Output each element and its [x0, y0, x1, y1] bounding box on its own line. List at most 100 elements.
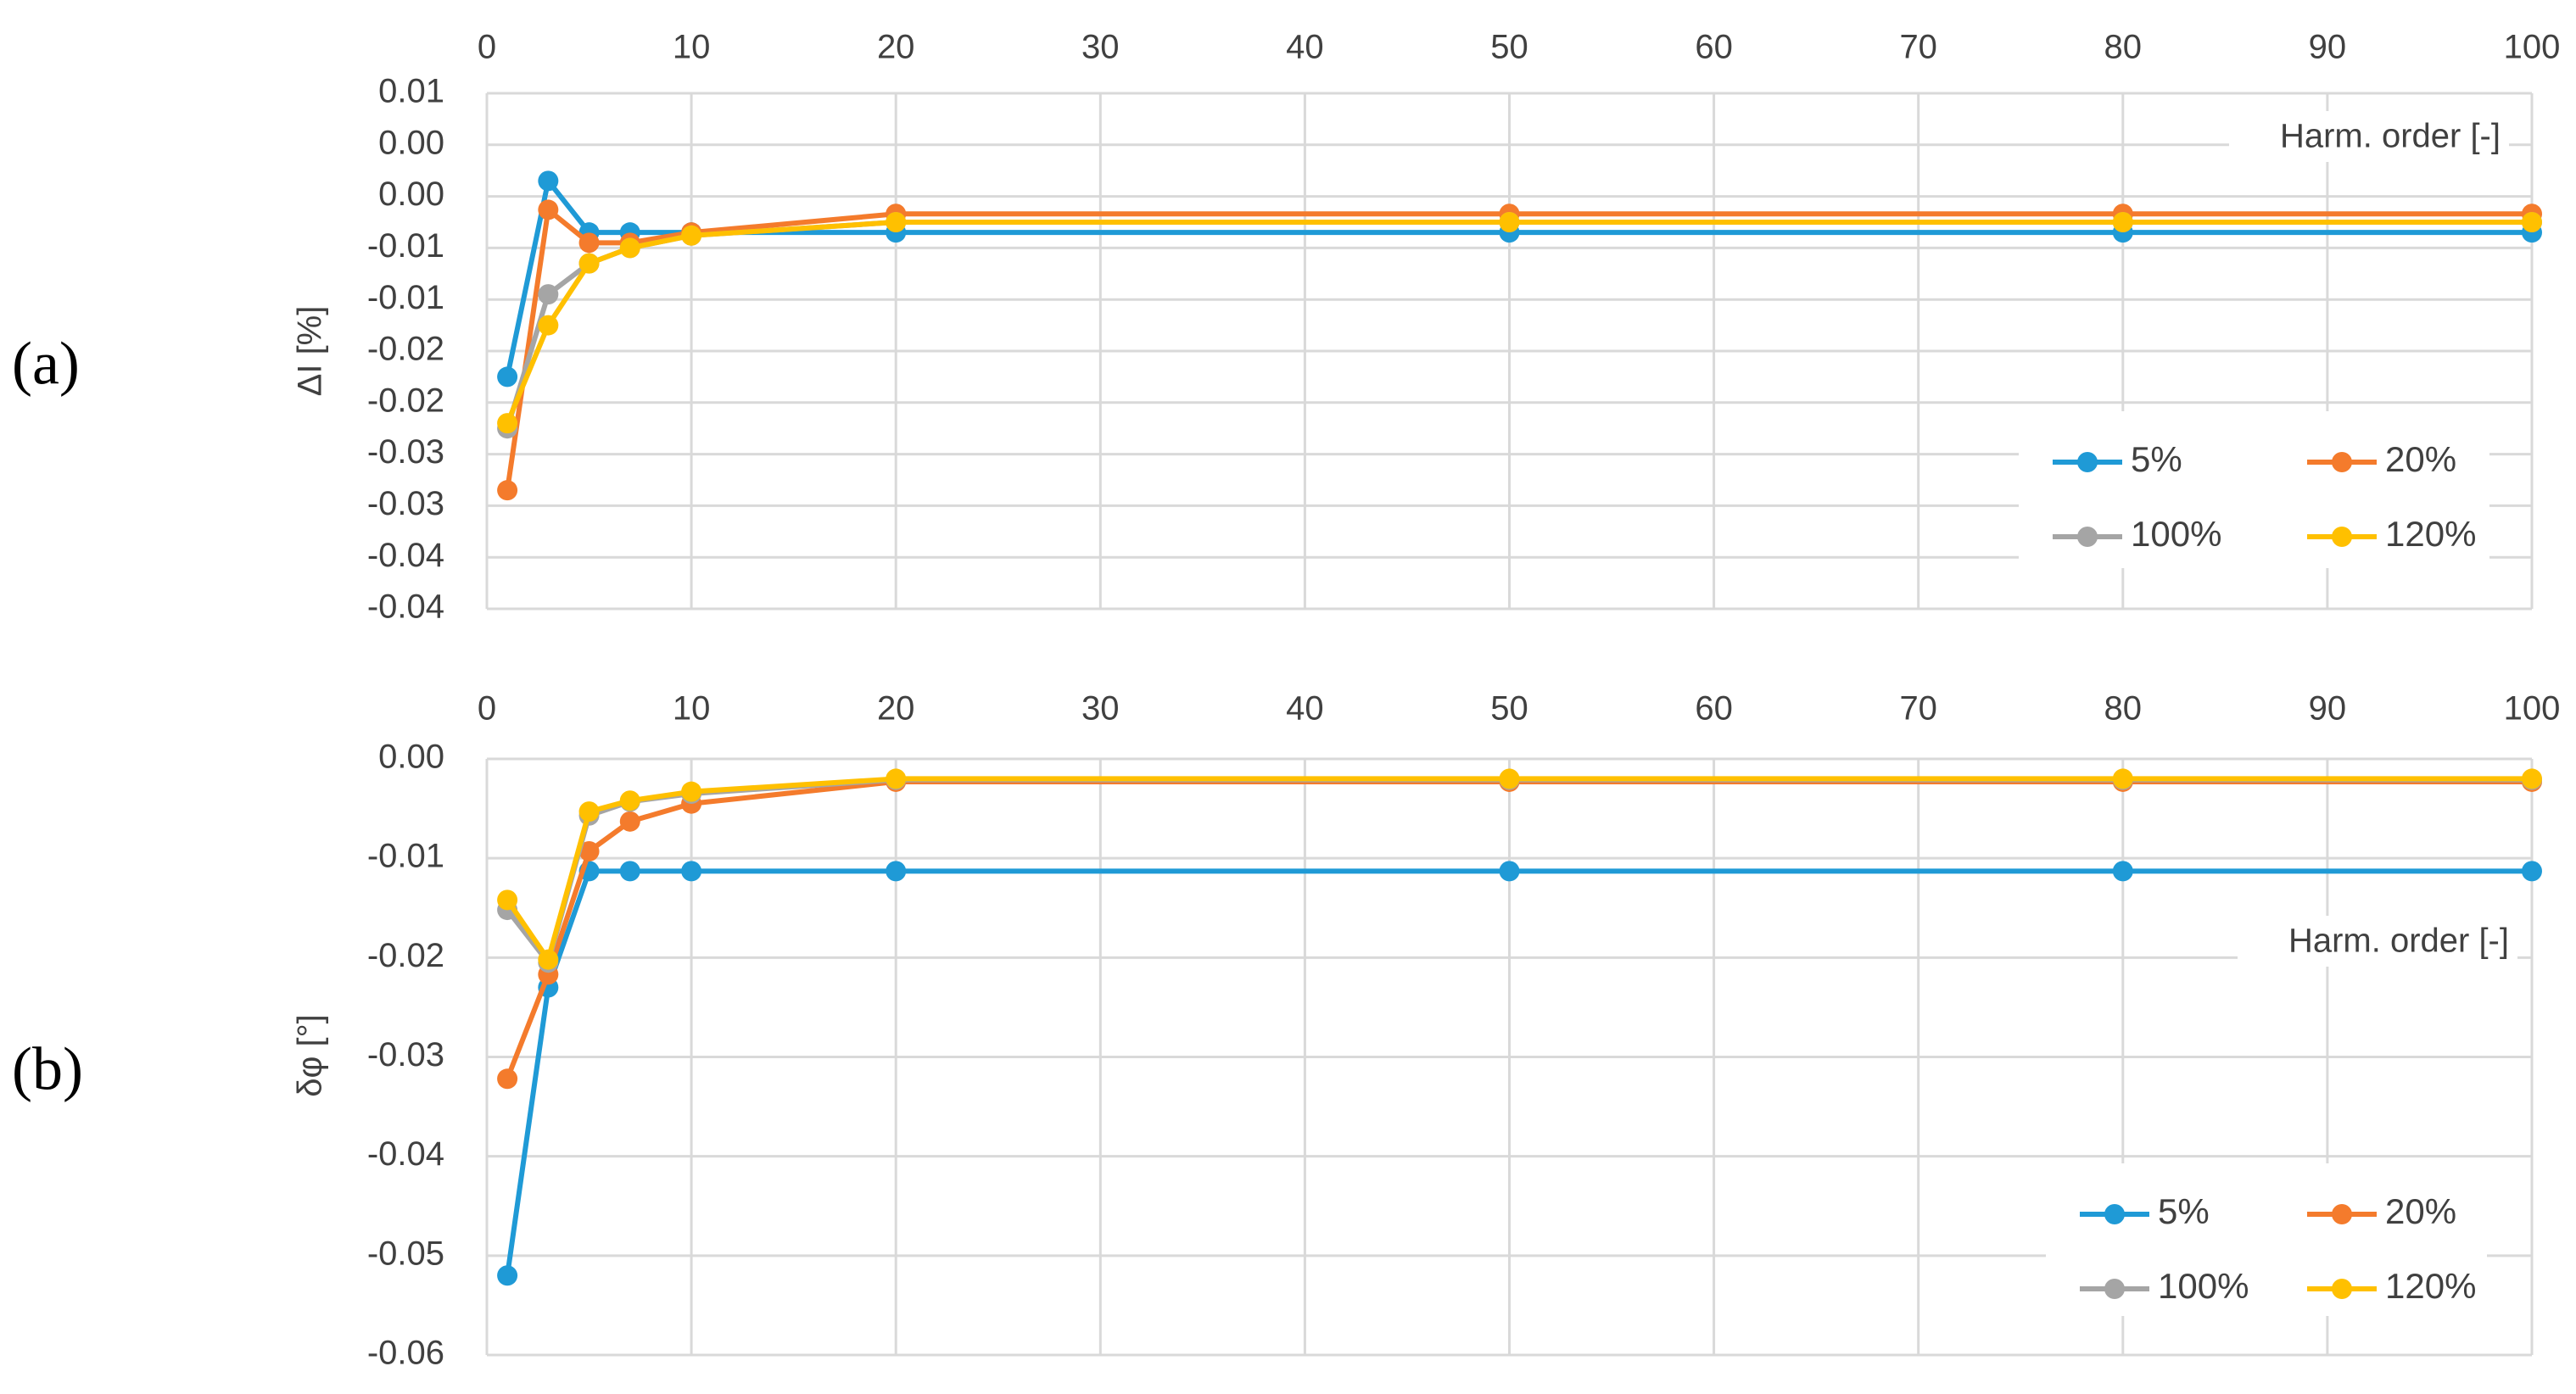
series-line — [505, 178, 2532, 378]
data-point — [886, 212, 907, 232]
x-axis-label-background — [2238, 916, 2517, 967]
legend-item: 120% — [2307, 1266, 2476, 1306]
legend: 5% 20% 100% 120% — [2019, 411, 2489, 568]
y-tick-label: -0.01 — [367, 838, 444, 875]
y-tick-label: -0.04 — [367, 537, 444, 574]
y-tick-label: 0.00 — [378, 124, 444, 161]
x-tick-label: 100 — [2504, 29, 2561, 66]
series-120pct — [497, 768, 2542, 970]
y-tick-label: -0.02 — [367, 937, 444, 974]
x-tick-label: 20 — [877, 29, 915, 66]
y-tick-label: 0.01 — [378, 73, 444, 110]
legend-item: 100% — [2053, 514, 2221, 554]
x-axis-label: Harm. order [-] — [2288, 923, 2509, 960]
y-tick-label: -0.06 — [367, 1335, 444, 1372]
y-tick-label: -0.03 — [367, 433, 444, 471]
x-axis-label: Harm. order [-] — [2280, 118, 2501, 155]
legend-swatch-marker — [2077, 527, 2098, 547]
x-tick-label: 90 — [2309, 690, 2347, 728]
legend-label: 100% — [2131, 514, 2221, 554]
legend: 5% 20% 100% 120% — [2046, 1163, 2487, 1316]
x-tick-label: 20 — [877, 690, 915, 728]
panel-label: (a) — [12, 330, 80, 398]
x-tick-label: 40 — [1286, 690, 1324, 728]
x-tick-label: 30 — [1081, 29, 1120, 66]
data-point — [2112, 212, 2133, 232]
legend-label: 20% — [2385, 439, 2456, 479]
series-line — [505, 220, 2532, 430]
x-tick-label: 60 — [1695, 29, 1733, 66]
y-axis-label: δφ [°] — [292, 1014, 329, 1097]
data-point — [538, 170, 559, 192]
x-tick-label: 10 — [673, 690, 711, 728]
data-point — [538, 949, 559, 970]
y-tick-label: 0.00 — [378, 739, 444, 776]
data-point — [578, 232, 600, 254]
data-point — [538, 284, 559, 305]
x-tick-label: 0 — [478, 29, 496, 66]
data-point — [1499, 212, 1520, 232]
data-point — [2522, 768, 2542, 789]
x-tick-label: 80 — [2104, 690, 2143, 728]
legend-label: 120% — [2385, 514, 2476, 554]
x-tick-label: 60 — [1695, 690, 1733, 728]
x-tick-label: 100 — [2504, 690, 2561, 728]
y-tick-label: -0.03 — [367, 485, 444, 522]
data-point — [497, 480, 518, 501]
legend-background — [2019, 411, 2489, 568]
data-point — [886, 768, 907, 789]
y-tick-label: -0.05 — [367, 1235, 444, 1272]
x-tick-label: 50 — [1490, 690, 1528, 728]
y-tick-label: -0.04 — [367, 1135, 444, 1173]
series-20pct — [497, 771, 2542, 1090]
legend-item: 5% — [2080, 1191, 2210, 1231]
data-point — [681, 861, 702, 882]
gridlines — [485, 757, 2534, 1357]
legend-label: 5% — [2158, 1191, 2210, 1231]
x-tick-label: 90 — [2309, 29, 2347, 66]
series-5pct — [497, 170, 2542, 388]
y-tick-label: -0.01 — [367, 279, 444, 316]
data-point — [2112, 768, 2133, 789]
legend-item: 120% — [2307, 514, 2476, 554]
series-line — [505, 220, 2532, 425]
x-tick-label: 30 — [1081, 690, 1120, 728]
data-point — [2522, 212, 2542, 232]
legend-swatch-marker — [2077, 452, 2098, 472]
legend-swatch-marker — [2332, 452, 2352, 472]
chart-panel-a: 0 10 20 30 40 50 60 70 80 90 100 0.01 0.00 0.00 -0.01 -… — [12, 29, 2560, 626]
gridlines — [485, 92, 2534, 611]
legend-swatch-marker — [2332, 1204, 2352, 1224]
data-point — [619, 811, 640, 832]
data-point — [681, 781, 702, 802]
data-point — [2522, 861, 2542, 882]
legend-label: 100% — [2158, 1266, 2249, 1306]
data-point — [619, 237, 640, 259]
legend-swatch-marker — [2104, 1204, 2125, 1224]
data-point — [578, 801, 600, 822]
data-point — [681, 225, 702, 246]
data-point — [619, 790, 640, 811]
y-tick-label: 0.00 — [378, 176, 444, 213]
data-point — [578, 253, 600, 274]
legend-item: 20% — [2307, 1191, 2456, 1231]
y-tick-label: -0.03 — [367, 1036, 444, 1073]
legend-swatch-marker — [2332, 527, 2352, 547]
y-tick-label: -0.02 — [367, 331, 444, 368]
x-tick-label: 80 — [2104, 29, 2143, 66]
data-point — [497, 1068, 518, 1090]
data-point — [497, 366, 518, 388]
data-point — [886, 861, 907, 882]
data-point — [619, 861, 640, 882]
series-100pct — [497, 212, 2542, 439]
data-point — [497, 889, 518, 911]
x-tick-label: 50 — [1490, 29, 1528, 66]
legend-label: 120% — [2385, 1266, 2476, 1306]
legend-item: 5% — [2053, 439, 2182, 479]
data-point — [578, 840, 600, 861]
data-point — [497, 1265, 518, 1286]
y-tick-label: -0.02 — [367, 382, 444, 419]
legend-swatch-marker — [2332, 1279, 2352, 1299]
legend-swatch-marker — [2104, 1279, 2125, 1299]
